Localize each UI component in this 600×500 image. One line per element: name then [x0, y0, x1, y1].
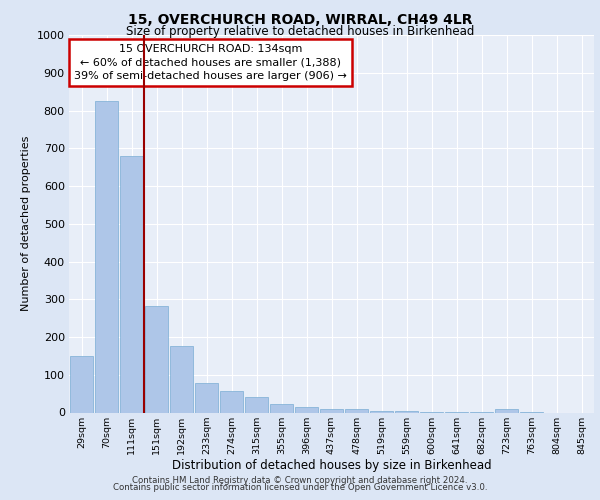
Bar	[95, 101, 118, 412]
Bar	[220, 391, 243, 412]
Text: Contains public sector information licensed under the Open Government Licence v3: Contains public sector information licen…	[113, 484, 487, 492]
Bar	[270, 404, 293, 412]
Text: Contains HM Land Registry data © Crown copyright and database right 2024.: Contains HM Land Registry data © Crown c…	[132, 476, 468, 485]
X-axis label: Distribution of detached houses by size in Birkenhead: Distribution of detached houses by size …	[172, 460, 491, 472]
Y-axis label: Number of detached properties: Number of detached properties	[21, 136, 31, 312]
Bar	[120, 156, 143, 412]
Bar	[170, 346, 193, 412]
Bar	[195, 383, 218, 412]
Text: 15, OVERCHURCH ROAD, WIRRAL, CH49 4LR: 15, OVERCHURCH ROAD, WIRRAL, CH49 4LR	[128, 12, 472, 26]
Bar	[70, 356, 93, 412]
Text: Size of property relative to detached houses in Birkenhead: Size of property relative to detached ho…	[126, 25, 474, 38]
Bar	[295, 407, 318, 412]
Bar	[495, 408, 518, 412]
Text: 15 OVERCHURCH ROAD: 134sqm
← 60% of detached houses are smaller (1,388)
39% of s: 15 OVERCHURCH ROAD: 134sqm ← 60% of deta…	[74, 44, 347, 81]
Bar	[320, 408, 343, 412]
Bar	[245, 398, 268, 412]
Bar	[345, 410, 368, 412]
Bar	[145, 306, 168, 412]
Bar	[370, 410, 393, 412]
